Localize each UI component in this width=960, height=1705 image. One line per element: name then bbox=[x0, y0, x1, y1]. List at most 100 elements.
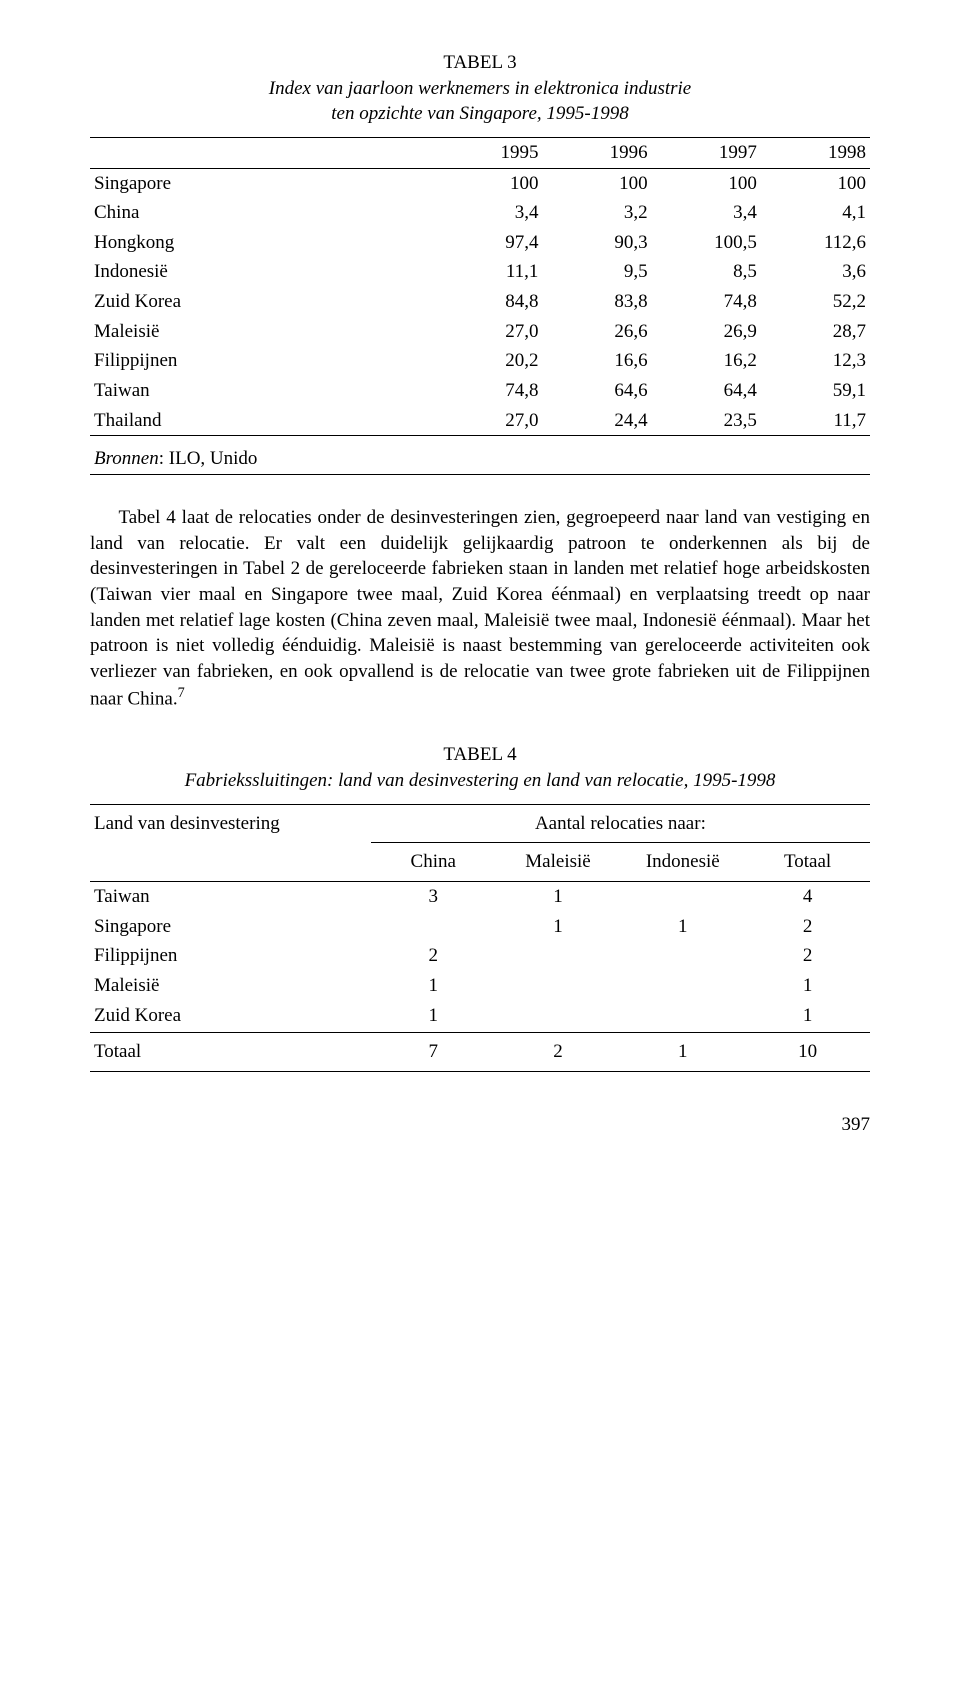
table-row: China3,43,23,44,1 bbox=[90, 198, 870, 228]
table4-cell: 1 bbox=[371, 1001, 496, 1033]
table3-row-label: China bbox=[90, 198, 433, 228]
table-row: Maleisië11 bbox=[90, 971, 870, 1001]
table-row: Zuid Korea11 bbox=[90, 1001, 870, 1033]
paragraph-text: Tabel 4 laat de relocaties onder de desi… bbox=[90, 507, 870, 710]
table3-cell: 27,0 bbox=[433, 406, 542, 436]
table4-col-3: Totaal bbox=[745, 843, 870, 882]
body-paragraph: Tabel 4 laat de relocaties onder de desi… bbox=[90, 505, 870, 712]
table-row: Indonesië11,19,58,53,6 bbox=[90, 257, 870, 287]
table3-source-label: Bronnen bbox=[94, 448, 159, 469]
table3-cell: 100,5 bbox=[652, 228, 761, 258]
table4-subtitle: Fabriekssluitingen: land van desinvester… bbox=[90, 768, 870, 794]
table3-row-label: Zuid Korea bbox=[90, 287, 433, 317]
table4-cell: 1 bbox=[745, 1001, 870, 1033]
table4-row-label: Singapore bbox=[90, 912, 371, 942]
table3-row-label: Thailand bbox=[90, 406, 433, 436]
table4-col-0: China bbox=[371, 843, 496, 882]
table3-cell: 26,6 bbox=[542, 317, 651, 347]
table4-cell bbox=[620, 941, 745, 971]
table3-cell: 64,4 bbox=[652, 376, 761, 406]
table-row: Zuid Korea84,883,874,852,2 bbox=[90, 287, 870, 317]
table4-total-3: 10 bbox=[745, 1033, 870, 1072]
table3-cell: 8,5 bbox=[652, 257, 761, 287]
table4-cell bbox=[620, 1001, 745, 1033]
table3-cell: 12,3 bbox=[761, 346, 870, 376]
table3-cell: 11,7 bbox=[761, 406, 870, 436]
table3-cell: 3,4 bbox=[652, 198, 761, 228]
table4-header-left: Land van desinvestering bbox=[90, 804, 371, 881]
table3-cell: 74,8 bbox=[433, 376, 542, 406]
table4-cell bbox=[620, 881, 745, 911]
table4-cell: 1 bbox=[496, 912, 621, 942]
table4-cell: 4 bbox=[745, 881, 870, 911]
table4: Land van desinvestering Aantal relocatie… bbox=[90, 804, 870, 1072]
table3-cell: 59,1 bbox=[761, 376, 870, 406]
table4-cell bbox=[496, 1001, 621, 1033]
table3-cell: 20,2 bbox=[433, 346, 542, 376]
table4-col-1: Maleisië bbox=[496, 843, 621, 882]
table3: 1995 1996 1997 1998 Singapore10010010010… bbox=[90, 137, 870, 475]
page-number: 397 bbox=[90, 1112, 870, 1138]
table4-total-label: Totaal bbox=[90, 1033, 371, 1072]
table3-subtitle-line1: Index van jaarloon werknemers in elektro… bbox=[90, 76, 870, 102]
table3-subtitle-line2: ten opzichte van Singapore, 1995-1998 bbox=[90, 101, 870, 127]
table3-cell: 112,6 bbox=[761, 228, 870, 258]
table3-source: Bronnen: ILO, Unido bbox=[90, 436, 870, 475]
table4-row-label: Taiwan bbox=[90, 881, 371, 911]
table4-cell bbox=[371, 912, 496, 942]
table3-cell: 28,7 bbox=[761, 317, 870, 347]
table4-number: TABEL 4 bbox=[90, 742, 870, 768]
table3-cell: 100 bbox=[761, 168, 870, 198]
table3-cell: 24,4 bbox=[542, 406, 651, 436]
table3-row-label: Filippijnen bbox=[90, 346, 433, 376]
table4-header-right: Aantal relocaties naar: bbox=[371, 804, 870, 843]
table3-year-1: 1996 bbox=[542, 137, 651, 168]
table-row: Singapore100100100100 bbox=[90, 168, 870, 198]
table3-year-2: 1997 bbox=[652, 137, 761, 168]
table-row: Thailand27,024,423,511,7 bbox=[90, 406, 870, 436]
table3-number: TABEL 3 bbox=[90, 50, 870, 76]
table3-cell: 100 bbox=[652, 168, 761, 198]
table3-cell: 16,6 bbox=[542, 346, 651, 376]
table3-cell: 3,6 bbox=[761, 257, 870, 287]
table4-total-0: 7 bbox=[371, 1033, 496, 1072]
table4-cell: 2 bbox=[745, 941, 870, 971]
table4-cell: 2 bbox=[745, 912, 870, 942]
table-row: Maleisië27,026,626,928,7 bbox=[90, 317, 870, 347]
table-row: Taiwan74,864,664,459,1 bbox=[90, 376, 870, 406]
table3-row-label: Maleisië bbox=[90, 317, 433, 347]
table3-cell: 26,9 bbox=[652, 317, 761, 347]
table4-cell bbox=[496, 941, 621, 971]
table-row: Filippijnen22 bbox=[90, 941, 870, 971]
table3-cell: 3,4 bbox=[433, 198, 542, 228]
table3-row-label: Indonesië bbox=[90, 257, 433, 287]
paragraph-footnote: 7 bbox=[178, 685, 185, 701]
table3-source-value: : ILO, Unido bbox=[159, 448, 258, 469]
table4-row-label: Zuid Korea bbox=[90, 1001, 371, 1033]
table3-cell: 52,2 bbox=[761, 287, 870, 317]
table3-cell: 74,8 bbox=[652, 287, 761, 317]
table3-cell: 97,4 bbox=[433, 228, 542, 258]
table4-cell: 1 bbox=[745, 971, 870, 1001]
table3-cell: 16,2 bbox=[652, 346, 761, 376]
table3-cell: 83,8 bbox=[542, 287, 651, 317]
table4-title: TABEL 4 Fabriekssluitingen: land van des… bbox=[90, 742, 870, 793]
table4-total-1: 2 bbox=[496, 1033, 621, 1072]
table3-row-label: Taiwan bbox=[90, 376, 433, 406]
table3-cell: 100 bbox=[433, 168, 542, 198]
table3-cell: 27,0 bbox=[433, 317, 542, 347]
table3-cell: 23,5 bbox=[652, 406, 761, 436]
table3-cell: 4,1 bbox=[761, 198, 870, 228]
table-row: Filippijnen20,216,616,212,3 bbox=[90, 346, 870, 376]
table-row: Hongkong97,490,3100,5112,6 bbox=[90, 228, 870, 258]
table4-cell bbox=[496, 971, 621, 1001]
table3-year-0: 1995 bbox=[433, 137, 542, 168]
table3-cell: 3,2 bbox=[542, 198, 651, 228]
table3-year-3: 1998 bbox=[761, 137, 870, 168]
table3-row-label: Hongkong bbox=[90, 228, 433, 258]
table3-cell: 90,3 bbox=[542, 228, 651, 258]
table4-total-2: 1 bbox=[620, 1033, 745, 1072]
table4-col-2: Indonesië bbox=[620, 843, 745, 882]
table-row: Taiwan314 bbox=[90, 881, 870, 911]
table3-cell: 84,8 bbox=[433, 287, 542, 317]
